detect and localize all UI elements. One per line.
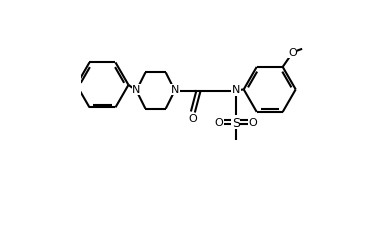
Text: O: O: [189, 114, 197, 124]
Text: O: O: [288, 48, 297, 58]
Text: N: N: [232, 85, 240, 95]
Text: S: S: [232, 116, 240, 129]
Text: O: O: [215, 118, 223, 128]
Text: N: N: [132, 85, 140, 95]
Text: O: O: [248, 118, 257, 128]
Text: N: N: [171, 85, 179, 95]
